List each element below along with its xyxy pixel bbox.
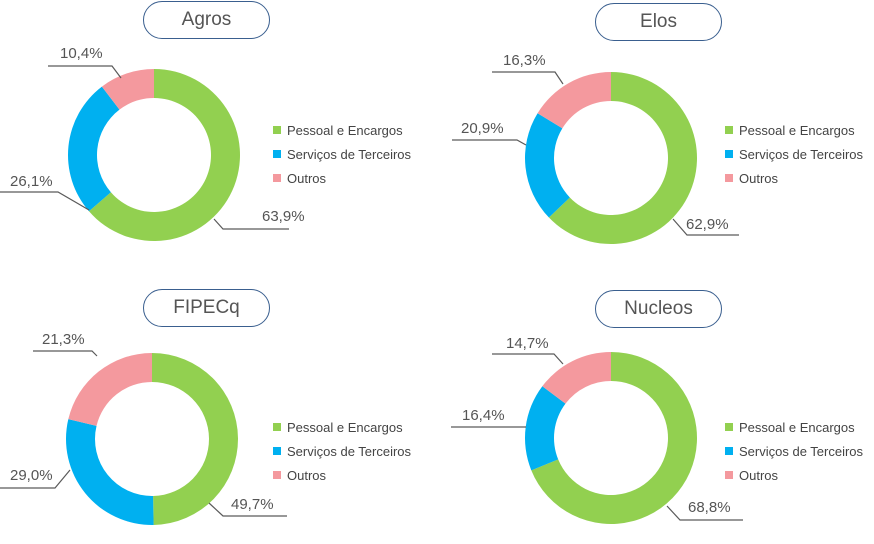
donut-panel-agros: 63,9% 26,1% 10,4% Agros Pessoal e Encargos… [0,0,437,272]
legend-swatch-outros [273,174,281,182]
legend-item-outros: Outros [725,166,863,190]
legend-label-servicos: Serviços de Terceiros [287,443,412,459]
leader-line-pessoal [672,218,739,236]
legend-item-pessoal: Pessoal e Encargos [725,118,863,142]
chart-title-elos: Elos [595,3,722,41]
legend-item-servicos: Serviços de Terceiros [273,142,411,166]
legend-fipecq: Pessoal e Encargos Serviços de Terceiros… [273,415,411,487]
donut-slice-pessoal [152,353,239,525]
legend-swatch-outros [725,174,733,182]
donut-chart-nucleos: 68,8% 16,4% 14,7% [451,335,743,524]
legend-swatch-pessoal [725,423,733,431]
donut-slice-servicos [525,113,570,218]
legend-label-servicos: Serviços de Terceiros [287,146,412,162]
donut-chart-elos: 62,9% 20,9% 16,3% [452,52,739,244]
legend-label-pessoal: Pessoal e Encargos [287,122,403,138]
leader-line-outros [492,71,564,85]
leader-line-servicos [0,469,71,489]
donut-panel-nucleos: 68,8% 16,4% 14,7% Nucleos Pessoal e Encarg… [437,272,874,544]
legend-label-servicos: Serviços de Terceiros [739,146,864,162]
legend-item-servicos: Serviços de Terceiros [725,142,863,166]
legend-swatch-servicos [273,150,281,158]
legend-elos: Pessoal e Encargos Serviços de Terceiros… [725,118,863,190]
leader-line-outros [48,65,122,79]
legend-label-pessoal: Pessoal e Encargos [287,419,403,435]
donut-slice-servicos [68,86,120,212]
donut-panel-elos: 62,9% 20,9% 16,3% Elos Pessoal e Encargos … [437,0,874,272]
chart-title-fipecq: FIPECq [143,289,270,327]
legend-label-pessoal: Pessoal e Encargos [739,122,855,138]
data-label-servicos: 26,1% [10,173,53,190]
data-label-outros: 16,3% [503,52,546,69]
data-label-servicos: 20,9% [461,120,504,137]
legend-label-outros: Outros [287,467,327,483]
legend-label-outros: Outros [739,170,779,186]
legend-nucleos: Pessoal e Encargos Serviços de Terceiros… [725,415,863,487]
legend-item-outros: Outros [273,463,411,487]
chart-title-agros: Agros [143,1,270,39]
data-label-outros: 10,4% [60,45,103,62]
leader-line-servicos [0,191,90,211]
data-label-pessoal: 63,9% [262,208,305,225]
leader-line-outros [492,353,564,365]
legend-item-servicos: Serviços de Terceiros [273,439,411,463]
leader-line-pessoal [208,502,287,517]
data-label-pessoal: 68,8% [688,499,731,516]
legend-swatch-servicos [725,447,733,455]
legend-item-pessoal: Pessoal e Encargos [273,415,411,439]
donut-slice-pessoal [88,69,240,242]
legend-item-pessoal: Pessoal e Encargos [273,118,411,142]
data-label-outros: 14,7% [506,335,549,352]
legend-label-outros: Outros [739,467,779,483]
leader-line-pessoal [213,218,289,230]
legend-swatch-pessoal [273,126,281,134]
leader-line-pessoal [666,505,743,521]
donut-chart-agros: 63,9% 26,1% 10,4% [0,45,305,242]
legend-swatch-servicos [725,150,733,158]
donut-slice-outros [542,352,611,404]
donut-slice-pessoal [531,352,697,524]
donut-slice-servicos [65,419,154,525]
donut-slice-outros [537,72,611,129]
legend-item-outros: Outros [725,463,863,487]
donut-slice-pessoal [548,72,697,244]
legend-label-servicos: Serviços de Terceiros [739,443,864,459]
legend-item-pessoal: Pessoal e Encargos [725,415,863,439]
legend-item-servicos: Serviços de Terceiros [725,439,863,463]
legend-swatch-outros [725,471,733,479]
legend-item-outros: Outros [273,166,411,190]
legend-swatch-pessoal [725,126,733,134]
legend-agros: Pessoal e Encargos Serviços de Terceiros… [273,118,411,190]
data-label-pessoal: 49,7% [231,496,274,513]
data-label-servicos: 16,4% [462,407,505,424]
legend-label-pessoal: Pessoal e Encargos [739,419,855,435]
donut-panel-fipecq: 49,7% 29,0% 21,3% FIPECq Pessoal e Encargo… [0,272,437,544]
donut-slice-outros [101,69,154,110]
donut-slice-outros [68,353,152,426]
data-label-pessoal: 62,9% [686,216,729,233]
donut-chart-fipecq: 49,7% 29,0% 21,3% [0,331,287,525]
chart-title-nucleos: Nucleos [595,290,722,328]
legend-swatch-servicos [273,447,281,455]
data-label-outros: 21,3% [42,331,85,348]
legend-swatch-pessoal [273,423,281,431]
donut-slice-servicos [525,386,566,471]
legend-swatch-outros [273,471,281,479]
leader-line-outros [33,350,98,357]
leader-line-servicos [452,139,527,146]
data-label-servicos: 29,0% [10,467,53,484]
legend-label-outros: Outros [287,170,327,186]
